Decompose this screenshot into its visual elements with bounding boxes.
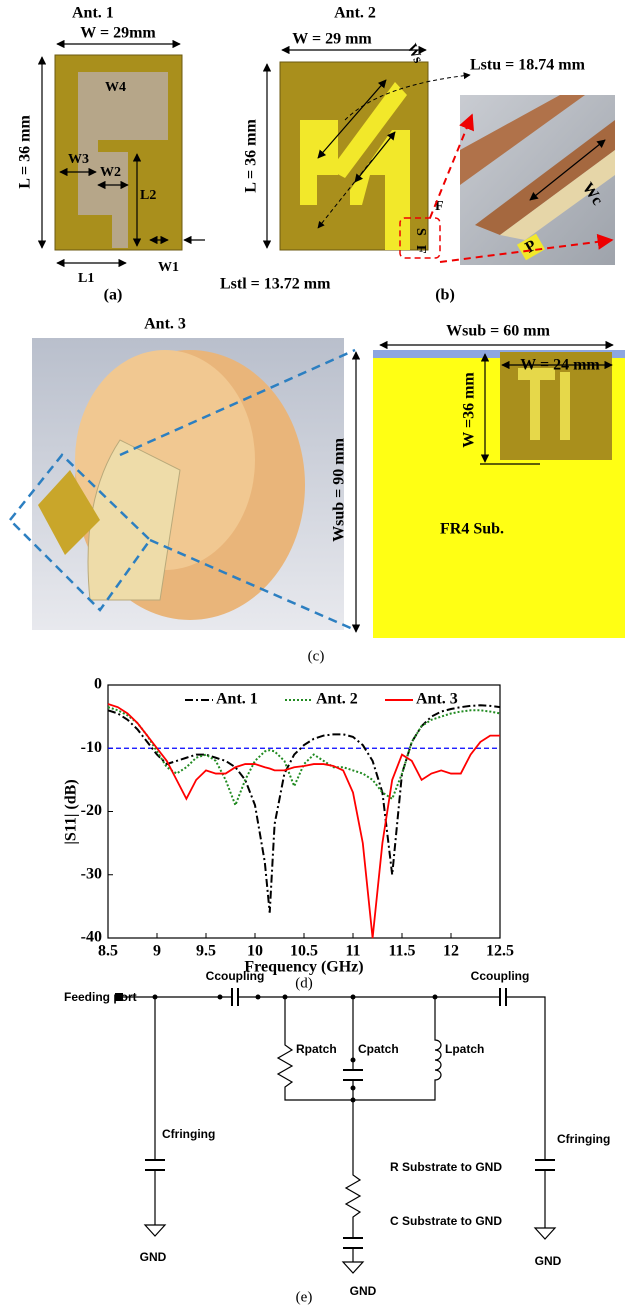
panel-b: Ant. 2 W = 29 mm L = 36 mm Ws Lstu = 18.… [220, 5, 615, 304]
pointer [429, 113, 474, 219]
y-tick-label: 0 [94, 676, 102, 693]
y-tick-label: -30 [81, 865, 102, 882]
x-tick-label: 10.5 [290, 943, 318, 960]
zoom-line [149, 538, 356, 632]
label: Ccoupling [471, 969, 530, 983]
slot [98, 152, 112, 215]
label: S [413, 228, 428, 236]
label: W3 [68, 152, 89, 167]
x-tick-label: 11 [345, 943, 360, 960]
label: W =36 mm [461, 372, 478, 448]
x-tick-label: 11.5 [388, 943, 415, 960]
x-tick-label: 9.5 [196, 943, 216, 960]
label: Lpatch [445, 1042, 484, 1056]
chart-d: |S11| (dB) Frequency (GHz) (d) 0 -10 -20 -3… [63, 676, 514, 992]
caption: (b) [435, 287, 455, 304]
slot [112, 152, 128, 248]
x-tick-label: 12 [443, 943, 459, 960]
inductor [434, 997, 442, 1082]
x-axis-label: Frequency (GHz) [244, 959, 363, 976]
label: F [435, 199, 444, 214]
label: FR4 Sub. [440, 521, 504, 538]
wire [123, 996, 546, 1228]
label: Cfringing [557, 1132, 610, 1146]
strip [460, 95, 585, 185]
y-axis-label: |S11| (dB) [63, 779, 80, 844]
port [115, 993, 123, 1001]
leader [317, 159, 373, 229]
label: L = 36 mm [243, 119, 260, 193]
label: W = 24 mm [520, 357, 600, 374]
y-tick-label: -20 [81, 802, 102, 819]
label: W = 29mm [80, 25, 156, 42]
label: W4 [105, 80, 126, 95]
title: Ant. 2 [334, 5, 376, 22]
label: Wsub = 60 mm [446, 323, 550, 340]
dimension [529, 139, 606, 201]
label: Cfringing [162, 1127, 215, 1141]
x-tick-label: 9 [153, 943, 161, 960]
caption: (e) [296, 1289, 313, 1305]
x-tick-label: 10 [247, 943, 263, 960]
caption: (d) [295, 975, 313, 991]
label: W2 [100, 165, 121, 180]
slot [78, 72, 168, 215]
x-tick-label: 8.5 [98, 943, 118, 960]
label: W = 29 mm [292, 31, 372, 48]
title: Ant. 1 [72, 5, 114, 22]
label: Feeding port [64, 990, 137, 1004]
ground [143, 1224, 557, 1274]
plot-frame [107, 684, 501, 939]
label: Cpatch [358, 1042, 399, 1056]
label: Rpatch [296, 1042, 337, 1056]
label: L1 [78, 271, 94, 286]
nodes [152, 994, 438, 1103]
series-line [107, 703, 500, 939]
panel-e: Feeding port Ccoupling Ccoupling Rpatch … [64, 969, 610, 1305]
hand [87, 439, 181, 601]
title: Ant. 3 [144, 316, 186, 333]
slot [518, 368, 555, 440]
leader [344, 72, 471, 121]
label: Lstl = 13.72 mm [220, 276, 331, 293]
zoom-line [119, 348, 356, 457]
label: R Substrate to GND [390, 1160, 502, 1174]
y-tick-label: -10 [81, 739, 102, 756]
series-line [107, 704, 501, 913]
label: GND [350, 1284, 377, 1298]
label: L = 36 mm [17, 115, 34, 189]
series-line [107, 706, 501, 808]
wire [344, 997, 362, 1262]
x-tick-label: 12.5 [486, 943, 514, 960]
legend-label: Ant. 3 [416, 691, 458, 708]
highlight [399, 217, 441, 259]
resistor [276, 997, 436, 1101]
phone-antenna [38, 470, 100, 555]
panel-a: Ant. 1 W = 29mm L = 36 mm W4 W3 W2 L2 L1… [17, 5, 205, 304]
legend-label: Ant. 1 [216, 691, 258, 708]
legend-label: Ant. 2 [316, 691, 358, 708]
label: C Substrate to GND [390, 1214, 502, 1228]
label: Wsub = 90 mm [331, 437, 348, 541]
caption: (a) [104, 287, 123, 304]
dimension [317, 79, 387, 159]
label: Lstu = 18.74 mm [470, 57, 586, 74]
label: F [413, 245, 428, 254]
slot [560, 372, 570, 440]
port [516, 233, 546, 261]
pointer [439, 233, 614, 263]
panel-c: Ant. 3 Wsub = 60 mm W = 24 mm W =36 mm W… [8, 316, 625, 664]
caption: (c) [308, 648, 325, 664]
label: GND [140, 1250, 167, 1264]
label: W1 [158, 260, 179, 275]
substrate-edge [373, 350, 625, 358]
label: L2 [140, 188, 156, 203]
y-tick-label: -40 [81, 929, 102, 946]
zoom-box [8, 453, 152, 612]
label: GND [535, 1254, 562, 1268]
label: Ccoupling [206, 969, 265, 983]
